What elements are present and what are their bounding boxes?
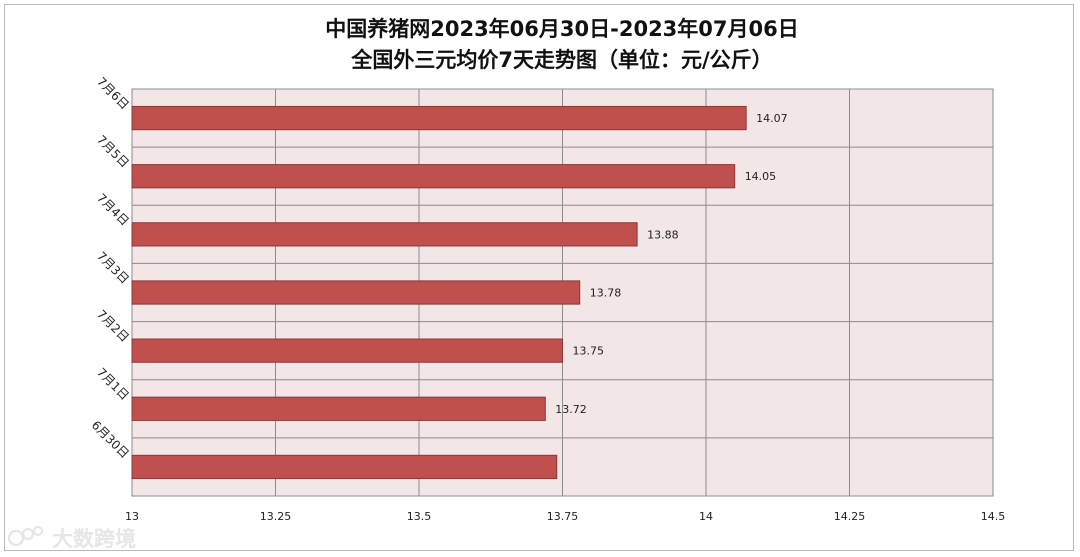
y-tick-label-3: 7月3日 (94, 249, 132, 287)
x-tick-label-3: 13.75 (547, 510, 579, 523)
bar-5 (131, 396, 546, 421)
y-tick-label-0: 7月6日 (94, 75, 132, 113)
bar-0 (131, 105, 747, 131)
chart-title-line-2: 全国外三元均价7天走势图（单位：元/公斤） (350, 48, 772, 72)
x-tick-label-2: 13.5 (407, 510, 432, 523)
bar-4 (131, 338, 563, 363)
bar-2 (131, 222, 638, 247)
bar-6 (131, 454, 558, 480)
y-tick-label-2: 7月4日 (94, 191, 132, 229)
data-label-3: 13.78 (590, 287, 622, 300)
chart-title-line-1: 中国养猪网2023年06月30日-2023年07月06日 (325, 17, 799, 41)
data-label-1: 14.05 (745, 170, 777, 183)
x-tick-label-5: 14.25 (834, 510, 866, 523)
watermark-logo-icon (7, 525, 44, 547)
bar-1 (131, 164, 736, 189)
x-tick-label-4: 14 (699, 510, 713, 523)
data-label-0: 14.07 (756, 112, 788, 125)
y-axis-ticks: 7月6日 7月5日 7月4日 7月3日 7月2日 7月1日 6月30日 (89, 75, 132, 462)
y-tick-label-5: 7月1日 (94, 365, 132, 403)
y-tick-label-6: 6月30日 (89, 418, 132, 461)
x-tick-label-0: 13 (125, 510, 139, 523)
bar-3 (131, 280, 581, 305)
watermark: 大数跨境 (7, 525, 136, 551)
x-tick-label-6: 14.5 (981, 510, 1006, 523)
data-label-2: 13.88 (647, 228, 679, 241)
data-labels: 14.07 14.05 13.88 13.78 13.75 13.72 (555, 112, 787, 416)
y-tick-label-4: 7月2日 (94, 307, 132, 345)
watermark-text: 大数跨境 (52, 527, 136, 551)
x-tick-label-1: 13.25 (260, 510, 292, 523)
bars (131, 105, 747, 480)
data-label-5: 13.72 (555, 403, 587, 416)
x-axis-ticks: 13 13.25 13.5 13.75 14 14.25 14.5 (125, 510, 1005, 523)
data-label-4: 13.75 (573, 345, 605, 358)
y-tick-label-1: 7月5日 (94, 133, 132, 171)
